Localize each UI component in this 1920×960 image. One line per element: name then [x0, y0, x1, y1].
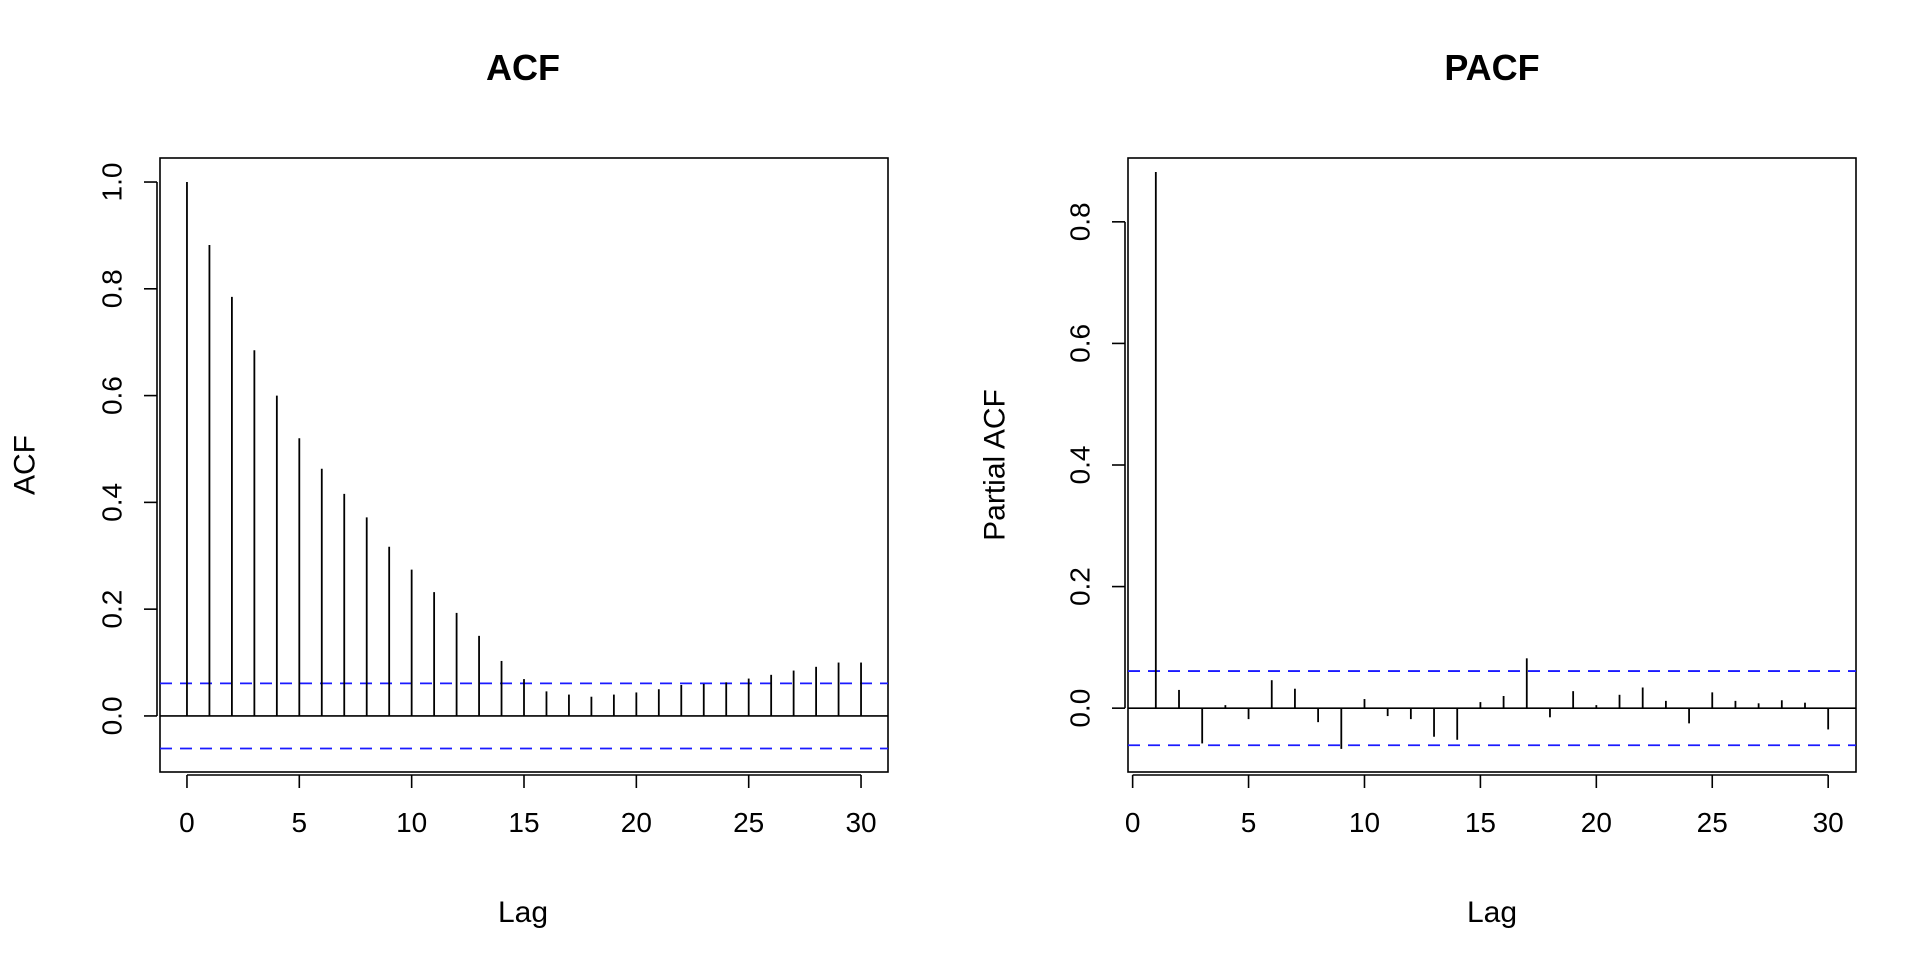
x-tick-label: 5: [292, 807, 308, 838]
y-tick-label: 0.0: [97, 696, 128, 735]
y-tick-label: 0.2: [1065, 567, 1096, 606]
x-axis-label: Lag: [1467, 896, 1517, 929]
x-tick-label: 0: [1125, 807, 1141, 838]
y-tick-label: 1.0: [97, 163, 128, 202]
x-tick-label: 30: [845, 807, 876, 838]
x-tick-label: 15: [508, 807, 539, 838]
y-axis-label: Partial ACF: [979, 389, 1012, 541]
chart-title: ACF: [486, 47, 560, 88]
x-axis-label: Lag: [498, 896, 548, 929]
x-tick-label: 30: [1813, 807, 1844, 838]
x-tick-label: 20: [1581, 807, 1612, 838]
x-tick-label: 10: [396, 807, 427, 838]
y-tick-label: 0.8: [97, 269, 128, 308]
y-tick-label: 0.6: [97, 376, 128, 415]
plot-frame: [159, 157, 889, 773]
x-tick-label: 25: [733, 807, 764, 838]
y-tick-label: 0.0: [1065, 689, 1096, 728]
x-tick-label: 15: [1465, 807, 1496, 838]
x-tick-label: 5: [1241, 807, 1257, 838]
x-tick-label: 10: [1349, 807, 1380, 838]
y-tick-label: 0.2: [97, 590, 128, 629]
y-tick-label: 0.4: [1065, 446, 1096, 485]
x-tick-label: 0: [179, 807, 195, 838]
x-tick-label: 25: [1697, 807, 1728, 838]
y-tick-label: 0.4: [97, 483, 128, 522]
y-tick-label: 0.6: [1065, 324, 1096, 363]
x-tick-label: 20: [621, 807, 652, 838]
y-axis-label: ACF: [9, 435, 42, 495]
y-tick-label: 0.8: [1065, 202, 1096, 241]
chart-title: PACF: [1444, 47, 1539, 88]
plot-frame: [1127, 157, 1857, 773]
